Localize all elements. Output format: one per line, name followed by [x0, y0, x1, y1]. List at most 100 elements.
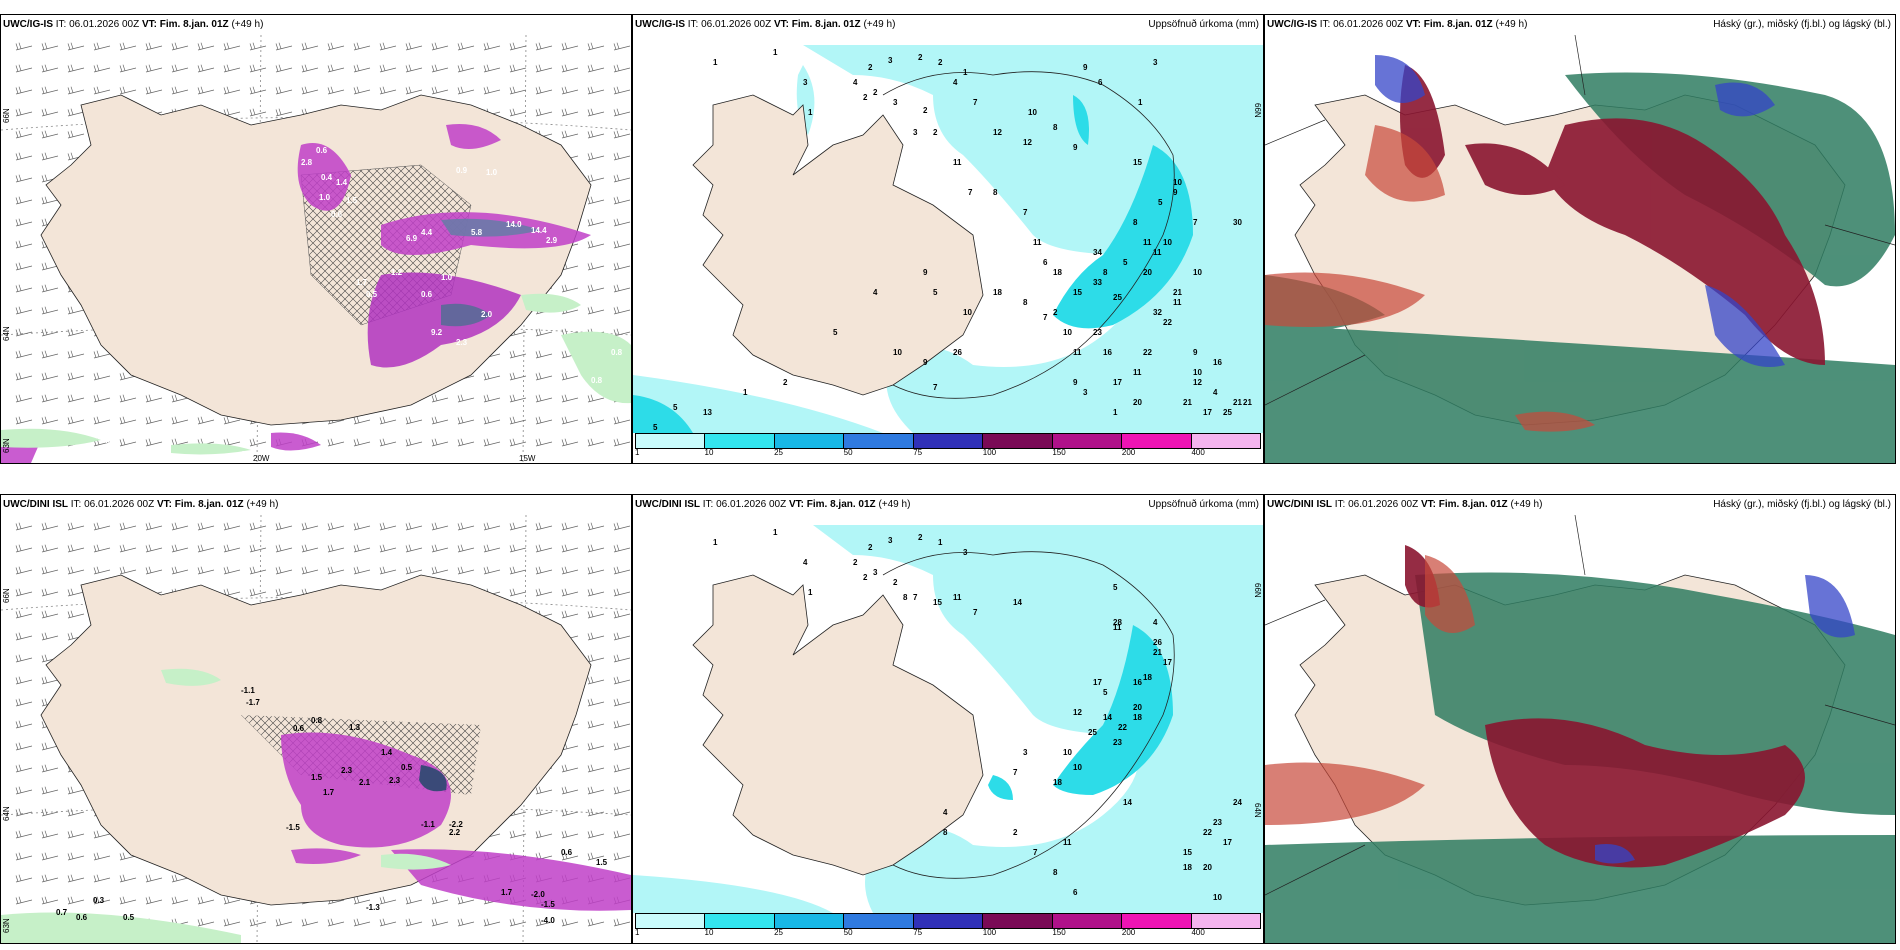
wind-barb: [41, 786, 59, 795]
wind-barb: [197, 566, 215, 575]
wind-barb: [67, 852, 85, 861]
value-label: 18: [1143, 673, 1152, 682]
wind-barb: [405, 566, 423, 575]
wind-barb: [405, 64, 423, 73]
wind-barb: [431, 42, 449, 51]
wind-barb: [535, 416, 553, 425]
value-label: 7: [1023, 208, 1028, 217]
wind-barb: [353, 86, 371, 95]
panel-header: UWC/DINI ISL IT: 06.01.2026 00Z VT: Fim.…: [633, 495, 1263, 515]
wind-barb: [613, 108, 631, 117]
wind-barb: [561, 394, 579, 403]
value-label: 3: [1023, 748, 1028, 757]
value-label: 5: [653, 423, 658, 432]
wind-barb: [249, 522, 267, 531]
it-label: IT:: [1319, 19, 1331, 30]
value-label: 2.9: [546, 236, 558, 245]
value-label: 14.0: [506, 220, 522, 229]
value-label: 8: [1053, 868, 1058, 877]
wind-barb: [93, 830, 111, 839]
value-label: -1.3: [366, 903, 380, 912]
wind-barb: [41, 874, 59, 883]
it-value: 06.01.2026 00Z: [716, 499, 787, 510]
wind-barb: [379, 566, 397, 575]
value-label: 26: [953, 348, 962, 357]
wind-barb: [613, 196, 631, 205]
value-label: 17: [1203, 408, 1212, 417]
value-label: 10: [1028, 108, 1037, 117]
wind-barb: [535, 64, 553, 73]
value-label: 30: [1233, 218, 1242, 227]
panel-title: UWC/DINI ISL IT: 06.01.2026 00Z VT: Fim.…: [3, 495, 278, 515]
value-label: 8: [1133, 218, 1138, 227]
wind-barb: [457, 896, 475, 905]
wind-barb: [457, 64, 475, 73]
wind-barb: [431, 566, 449, 575]
wind-barb: [509, 86, 527, 95]
value-label: 9: [1173, 188, 1178, 197]
value-label: 17: [1113, 378, 1122, 387]
wind-barb: [405, 522, 423, 531]
wind-barb: [613, 852, 631, 861]
wind-barb: [561, 416, 579, 425]
wind-barb: [613, 698, 631, 707]
wind-barb: [15, 654, 33, 663]
wind-barb: [15, 566, 33, 575]
wind-barb: [41, 852, 59, 861]
wind-barb: [483, 522, 501, 531]
value-label: 7: [968, 188, 973, 197]
wind-barb: [353, 896, 371, 905]
value-label: 0.4: [321, 173, 333, 182]
wind-barb: [327, 438, 345, 447]
wind-barb: [379, 544, 397, 553]
panel-title: UWC/IG-IS IT: 06.01.2026 00Z VT: Fim. 8.…: [3, 15, 263, 35]
panel-header: UWC/IG-IS IT: 06.01.2026 00Z VT: Fim. 8.…: [1265, 15, 1895, 35]
map-wind-field: 0.8 0.7 0.8 0.8 1.0 0.9 14.0 14.4 6.9 5.8 2.9 4.4 1.…: [1, 35, 631, 463]
wind-barb: [15, 874, 33, 883]
it-value: 06.01.2026 00Z: [701, 19, 772, 30]
wind-barb: [15, 86, 33, 95]
lat-label: 64N: [2, 326, 11, 341]
value-label: 2.3: [456, 338, 468, 347]
wind-barb: [483, 64, 501, 73]
lat-label: 66N: [1253, 583, 1262, 598]
vt-label: VT:: [156, 499, 172, 510]
value-label: 1.7: [501, 888, 513, 897]
wind-barb: [587, 808, 605, 817]
wind-barb: [275, 42, 293, 51]
wind-barb: [561, 438, 579, 447]
wind-barb: [509, 588, 527, 597]
wind-barb: [275, 64, 293, 73]
value-label: 4: [803, 558, 808, 567]
value-label: 7: [973, 608, 978, 617]
wind-barb: [327, 522, 345, 531]
value-label: 5: [1103, 688, 1108, 697]
wind-barb: [483, 394, 501, 403]
wind-barb: [457, 566, 475, 575]
value-label: 8: [993, 188, 998, 197]
legend-tick-label: 100: [982, 928, 997, 937]
wind-barb: [197, 544, 215, 553]
wind-barb: [145, 896, 163, 905]
wind-barb: [561, 130, 579, 139]
value-label: 15: [933, 598, 942, 607]
value-label: 1: [1113, 408, 1118, 417]
wind-barb: [613, 218, 631, 227]
wind-barb: [93, 350, 111, 359]
sector-lines: [1265, 515, 1895, 896]
value-label: 1.7: [356, 278, 368, 287]
wind-barb: [223, 42, 241, 51]
value-label: 6.9: [406, 234, 418, 243]
lead-time: (+49 h): [878, 499, 911, 510]
wind-barb: [535, 588, 553, 597]
wind-barb: [93, 522, 111, 531]
wind-barb: [93, 896, 111, 905]
value-label: 1: [713, 538, 718, 547]
value-label: 1: [938, 538, 943, 547]
wind-barb: [145, 64, 163, 73]
wind-barb: [145, 86, 163, 95]
iceland-landmass: [692, 574, 984, 876]
legend-tick-label: 150: [1052, 448, 1066, 457]
value-label: 1: [1138, 98, 1143, 107]
wind-barb: [301, 566, 319, 575]
